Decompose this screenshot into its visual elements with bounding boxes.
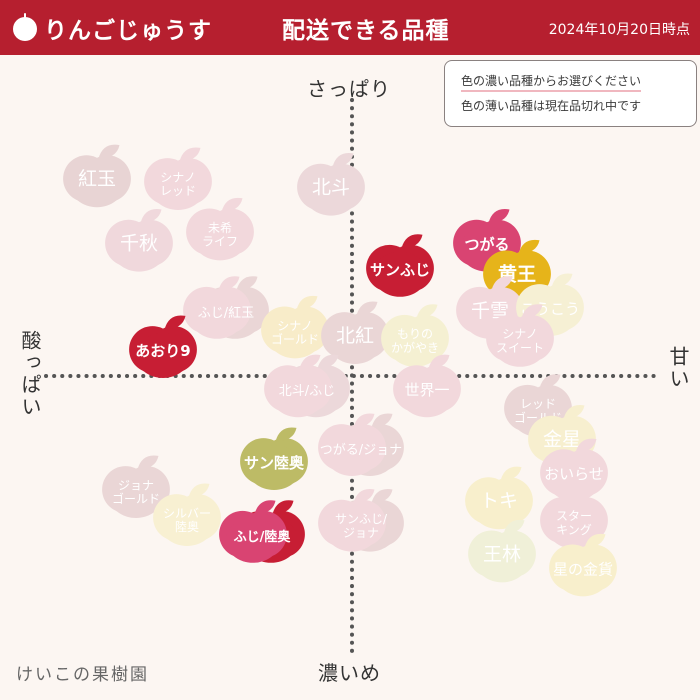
apple-point: 王林 [468, 519, 536, 583]
apple-point: 千秋 [105, 209, 173, 272]
apple-point: 北斗 [297, 153, 365, 216]
brand-name: りんごじゅうす [44, 18, 212, 44]
apple-point: もりのかがやき [381, 304, 449, 367]
apple-point: ふじ/陸奥 [219, 500, 305, 563]
header-bar: りんごじゅうす 配送できる品種 2024年10月20日時点 [0, 0, 700, 55]
apple-label: あおり9 [135, 342, 190, 360]
apple-label: 金星 [543, 429, 581, 451]
apple-label: ふじ/陸奥 [234, 529, 292, 545]
apple-point: 千雪 [456, 276, 524, 339]
apple-point: シナノスイート [486, 304, 554, 367]
apple-point: ジョナゴールド [102, 455, 170, 518]
apple-point: つがる/ジョナ [318, 413, 404, 476]
apple-point: 星の金貨 [549, 533, 617, 597]
apple-point: あおり9 [129, 315, 197, 378]
apple-label: シナノレッド [160, 170, 196, 198]
apple-point: 紅玉 [63, 144, 131, 208]
apple-point: 北紅 [321, 301, 389, 364]
apple-label: シナノスイート [496, 327, 544, 355]
apple-label: ふじ/紅玉 [198, 306, 254, 321]
apple-point: シナノゴールド [261, 295, 329, 359]
apple-label: ジョナゴールド [112, 478, 160, 506]
date-label: 2024年10月20日時点 [548, 22, 690, 38]
apple-label: シナノゴールド [271, 319, 319, 347]
apple-point: つがる [453, 209, 521, 272]
apple-point: おいらせ [540, 438, 608, 502]
apple-point: 世界一 [393, 354, 461, 418]
page-title: 配送できる品種 [282, 18, 450, 44]
apple-label: レッドゴールド [514, 397, 562, 425]
apple-point: 金星 [528, 405, 596, 468]
apple-point: サン陸奥 [240, 427, 308, 490]
apple-label: サンふじ/ジョナ [335, 512, 388, 540]
apple-label: トキ [480, 490, 518, 512]
apple-label: もりのかがやき [391, 327, 439, 355]
apple-icon [13, 13, 37, 41]
apple-point: シナノレッド [144, 147, 212, 210]
apple-label: こうこう [520, 300, 580, 318]
apple-label: 星の金貨 [553, 560, 613, 578]
credit-text: けいこの果樹園 [16, 665, 149, 685]
apple-label: シルバー陸奥 [163, 506, 211, 534]
apple-label: 千雪 [471, 300, 509, 322]
apple-point: ふじ/紅玉 [183, 276, 269, 339]
apple-label: 黄王 [498, 262, 536, 285]
notice-line-soldout: 色の薄い品種は現在品切れ中です [461, 99, 642, 113]
apple-label: 北斗/ふじ [279, 384, 335, 399]
apple-label: 王林 [483, 543, 521, 565]
apple-label: サン陸奥 [244, 454, 305, 472]
axis-label-right: 甘い [666, 346, 690, 390]
apple-point: こうこう [516, 273, 584, 336]
apple-label: 世界一 [404, 381, 449, 399]
notice-line-available: 色の濃い品種からお選びください [461, 72, 642, 92]
apple-point: トキ [465, 466, 533, 530]
apple-point: 未希ライフ [186, 197, 254, 261]
axis-label-left: 酸っぱい [18, 330, 42, 418]
apple-label: つがる/ジョナ [320, 443, 402, 458]
apple-point: サンふじ/ジョナ [318, 489, 404, 552]
apple-point: スターキング [540, 486, 608, 549]
apple-label: 未希ライフ [202, 220, 238, 249]
apple-label: 紅玉 [78, 168, 116, 190]
apple-point: レッドゴールド [504, 374, 572, 437]
apple-label: 北紅 [336, 325, 374, 347]
apple-label: 千秋 [120, 233, 158, 255]
apple-point: 北斗/ふじ [264, 354, 350, 418]
apple-label: つがる [464, 236, 509, 254]
apple-label: おいらせ [544, 465, 604, 483]
apple-label: スターキング [556, 509, 592, 537]
apple-point: サンふじ [366, 234, 434, 297]
apple-label: サンふじ [370, 261, 430, 279]
notice-box: 色の濃い品種からお選びください 色の薄い品種は現在品切れ中です [444, 60, 697, 127]
axis-label-bottom: 濃いめ [318, 661, 381, 685]
apple-point: 黄王 [483, 239, 551, 303]
axis-label-top: さっぱり [307, 77, 391, 101]
apple-point: シルバー陸奥 [153, 483, 221, 546]
apple-label: 北斗 [312, 177, 350, 199]
